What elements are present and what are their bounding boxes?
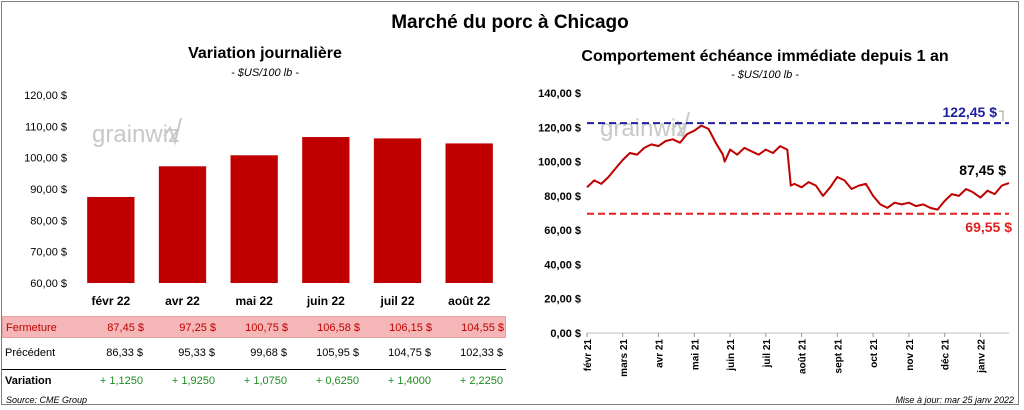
right-chart-title: Comportement échéance immédiate depuis 1… bbox=[581, 48, 949, 65]
cell-precedent-6: 102,33 $ bbox=[460, 347, 503, 359]
source-note: Source: CME Group bbox=[6, 395, 88, 405]
cell-variation-1: + 1,1250 bbox=[99, 375, 143, 387]
table-row-precedent: Précédent 86,33 $ 95,33 $ 99,68 $ 105,95… bbox=[2, 342, 506, 364]
cell-variation-4: + 0,6250 bbox=[315, 375, 359, 387]
cell-variation-3: + 1,0750 bbox=[243, 375, 287, 387]
row-label-fermeture: Fermeture bbox=[6, 322, 57, 334]
cell-fermeture-6: 104,55 $ bbox=[461, 322, 504, 334]
left-chart-subtitle: - $US/100 lb - bbox=[231, 67, 299, 79]
cell-precedent-3: 99,68 $ bbox=[250, 347, 287, 359]
cell-precedent-1: 86,33 $ bbox=[106, 347, 143, 359]
cell-fermeture-4: 106,58 $ bbox=[317, 322, 360, 334]
cell-variation-2: + 1,9250 bbox=[171, 375, 215, 387]
page-title: Marché du porc à Chicago bbox=[391, 12, 629, 33]
cell-variation-5: + 1,4000 bbox=[387, 375, 431, 387]
cell-precedent-5: 104,75 $ bbox=[388, 347, 431, 359]
cell-fermeture-2: 97,25 $ bbox=[179, 322, 216, 334]
table-row-variation: Variation + 1,1250 + 1,9250 + 1,0750 + 0… bbox=[2, 369, 506, 392]
cell-precedent-4: 105,95 $ bbox=[316, 347, 359, 359]
row-label-precedent: Précédent bbox=[5, 347, 56, 359]
cell-fermeture-3: 100,75 $ bbox=[245, 322, 288, 334]
left-chart-title: Variation journalière bbox=[188, 45, 342, 62]
row-label-variation: Variation bbox=[5, 375, 52, 387]
cell-fermeture-5: 106,15 $ bbox=[389, 322, 432, 334]
cell-variation-6: + 2,2250 bbox=[459, 375, 503, 387]
right-chart-subtitle: - $US/100 lb - bbox=[731, 69, 799, 81]
table-row-fermeture: Fermeture 87,45 $ 97,25 $ 100,75 $ 106,5… bbox=[2, 316, 506, 338]
cell-precedent-2: 95,33 $ bbox=[178, 347, 215, 359]
update-note: Mise à jour: mar 25 janv 2022 bbox=[895, 395, 1014, 405]
cell-fermeture-1: 87,45 $ bbox=[107, 322, 144, 334]
chart-frame bbox=[1, 1, 1019, 405]
